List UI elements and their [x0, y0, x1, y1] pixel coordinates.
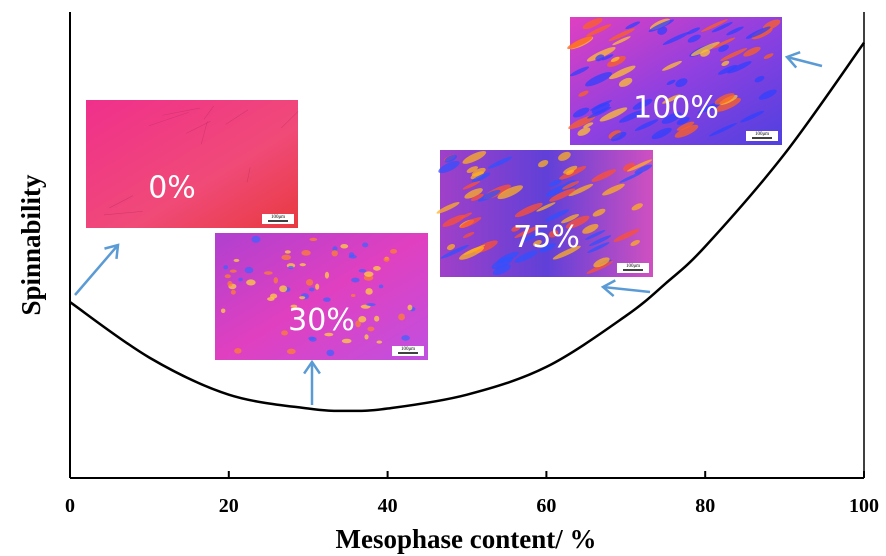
texture	[274, 277, 278, 284]
x-tick-label: 80	[695, 495, 715, 517]
texture	[238, 278, 242, 282]
texture	[285, 250, 291, 253]
texture	[364, 271, 373, 276]
texture	[407, 305, 412, 311]
texture	[246, 279, 256, 285]
inset-label: 0%	[148, 171, 196, 206]
x-tick-label: 40	[378, 495, 398, 517]
scale-label: 100μm	[626, 264, 640, 269]
arrow	[75, 245, 118, 295]
texture	[376, 341, 382, 344]
inset-image: 100μm 0%	[86, 100, 298, 228]
texture	[245, 267, 254, 273]
texture	[234, 348, 241, 354]
texture	[227, 281, 232, 287]
texture	[373, 266, 381, 271]
texture	[223, 265, 228, 269]
scale-label: 100μm	[271, 215, 285, 220]
texture	[264, 271, 273, 275]
texture	[364, 334, 368, 339]
inset-label: 100%	[633, 91, 719, 126]
texture	[398, 314, 405, 321]
x-tick-label: 60	[536, 495, 556, 517]
arrow	[603, 287, 650, 292]
texture	[351, 278, 359, 283]
texture	[379, 284, 384, 288]
texture	[230, 270, 237, 273]
texture	[323, 297, 331, 302]
inset-label: 30%	[288, 303, 355, 338]
texture	[281, 330, 288, 335]
texture	[365, 288, 372, 295]
scale-label: 100μm	[755, 132, 769, 137]
texture	[279, 285, 287, 292]
texture	[306, 279, 313, 286]
texture	[326, 350, 334, 356]
texture	[225, 274, 231, 278]
texture	[288, 266, 293, 269]
texture	[315, 284, 319, 290]
inset-image: 100μm 100%	[566, 16, 782, 145]
texture	[221, 308, 226, 313]
texture	[342, 339, 352, 344]
x-tick-label: 0	[65, 495, 75, 517]
texture	[349, 255, 357, 259]
chart: Mesophase content/ % Spinnability 0 20 40 6…	[0, 0, 886, 556]
inset-image: 100μm 30%	[215, 233, 428, 360]
texture	[390, 249, 397, 254]
y-axis-label: Spinnability	[16, 174, 46, 316]
texture	[374, 316, 379, 322]
texture	[362, 243, 368, 248]
x-axis-label: Mesophase content/ %	[336, 524, 597, 554]
texture	[340, 244, 348, 248]
texture	[251, 236, 260, 243]
texture	[309, 288, 315, 292]
texture	[367, 327, 374, 332]
texture	[301, 250, 310, 256]
texture	[351, 294, 356, 297]
inset-background	[86, 100, 298, 228]
texture	[309, 238, 317, 241]
x-tick-label: 20	[219, 495, 239, 517]
texture	[401, 335, 409, 341]
texture	[231, 290, 236, 295]
inset-image: 100μm 75%	[436, 149, 654, 278]
texture	[332, 250, 338, 256]
texture	[358, 316, 366, 322]
x-tick-label: 100	[849, 495, 879, 517]
texture	[281, 255, 291, 260]
texture	[366, 303, 375, 306]
texture	[299, 296, 305, 299]
texture	[300, 263, 306, 266]
texture	[234, 259, 240, 262]
texture	[384, 257, 390, 262]
scale-label: 100μm	[401, 347, 415, 352]
texture	[270, 294, 277, 299]
texture	[287, 349, 296, 354]
texture	[325, 272, 329, 279]
texture	[359, 269, 367, 273]
inset-label: 75%	[513, 220, 580, 255]
